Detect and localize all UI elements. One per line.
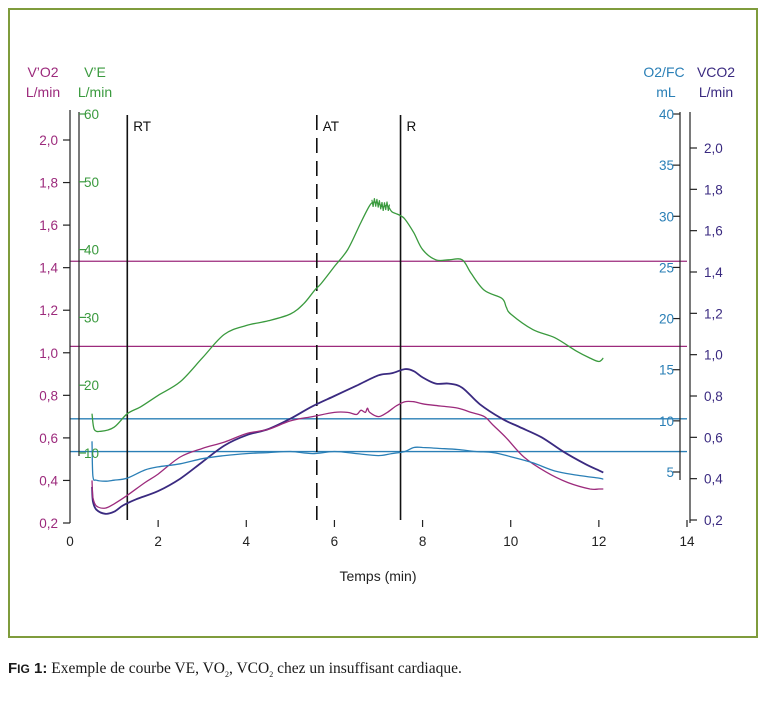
ve-ticks: 10 20 30 40 50 60 bbox=[79, 107, 99, 461]
chart: RT AT R 0,2 0,4 0,6 0,8 1,0 1,2 1,4 1,6 1,8 2,0 10 2… bbox=[26, 64, 735, 584]
o2fc-axis-title-1: O2/FC bbox=[643, 64, 684, 80]
series-line-vo2 bbox=[91, 400, 604, 509]
vco2-tick-label: 1,0 bbox=[704, 348, 723, 363]
ve-axis-title-1: V’E bbox=[84, 64, 106, 80]
series-layer bbox=[91, 198, 604, 515]
vco2-ticks: 0,2 0,4 0,6 0,8 1,0 1,2 1,4 1,6 1,8 2,0 bbox=[690, 141, 723, 528]
x-axis-title: Temps (min) bbox=[339, 568, 416, 584]
o2fc-tick-label: 20 bbox=[659, 312, 674, 327]
vco2-tick-label: 1,2 bbox=[704, 306, 723, 321]
vco2-tick-label: 0,8 bbox=[704, 389, 723, 404]
x-tick-label: 4 bbox=[243, 534, 251, 549]
vco2-tick-label: 0,2 bbox=[704, 513, 723, 528]
vo2-axis-title-2: L/min bbox=[26, 84, 60, 100]
o2fc-tick-label: 15 bbox=[659, 363, 674, 378]
x-tick-label: 6 bbox=[331, 534, 339, 549]
series-line-ve bbox=[91, 201, 604, 433]
x-tick-label: 12 bbox=[591, 534, 606, 549]
caption-sub-1: 2 bbox=[225, 670, 229, 680]
vco2-tick-label: 0,6 bbox=[704, 430, 723, 445]
vo2-tick-label: 0,6 bbox=[39, 431, 58, 446]
o2fc-ticks: 5 10 15 20 25 30 35 40 bbox=[659, 107, 680, 480]
vco2-axis-title-1: VCO2 bbox=[697, 64, 735, 80]
marker-label-rt: RT bbox=[133, 119, 151, 134]
x-tick-label: 0 bbox=[66, 534, 74, 549]
vco2-tick-label: 1,8 bbox=[704, 182, 723, 197]
caption-sub-2: 2 bbox=[269, 670, 274, 680]
x-tick-label: 10 bbox=[503, 534, 518, 549]
vco2-tick-label: 1,6 bbox=[704, 224, 723, 239]
o2fc-tick-label: 10 bbox=[659, 414, 674, 429]
series-line-o2fc bbox=[91, 441, 604, 482]
o2fc-tick-label: 5 bbox=[666, 465, 674, 480]
caption-text-2: , VCO bbox=[229, 660, 270, 677]
vo2-tick-label: 1,4 bbox=[39, 261, 58, 276]
hlines-layer bbox=[70, 260, 687, 453]
o2fc-tick-label: 35 bbox=[659, 158, 674, 173]
ve-tick-label: 60 bbox=[84, 107, 99, 122]
x-ticks: 0 2 4 6 8 10 12 14 bbox=[66, 520, 695, 549]
vo2-tick-label: 0,8 bbox=[39, 388, 58, 403]
vo2-tick-label: 1,2 bbox=[39, 303, 58, 318]
ve-tick-label: 20 bbox=[84, 378, 99, 393]
vco2-tick-label: 0,4 bbox=[704, 472, 723, 487]
markers-layer: RT AT R bbox=[126, 115, 417, 520]
vo2-axis-title-1: V’O2 bbox=[27, 64, 58, 80]
figure-caption: FIG 1: Exemple de courbe VE, VO2, VCO2 c… bbox=[8, 660, 462, 679]
ve-tick-label: 10 bbox=[84, 446, 99, 461]
fig-num: 1: bbox=[34, 660, 48, 677]
vo2-tick-label: 1,6 bbox=[39, 218, 58, 233]
marker-label-r: R bbox=[407, 119, 417, 134]
ve-axis-title-2: L/min bbox=[78, 84, 112, 100]
o2fc-tick-label: 30 bbox=[659, 209, 674, 224]
vo2-ticks: 0,2 0,4 0,6 0,8 1,0 1,2 1,4 1,6 1,8 2,0 bbox=[39, 133, 70, 531]
caption-text-1: Exemple de courbe VE, VO bbox=[51, 660, 225, 677]
series-peak-jitter bbox=[371, 198, 391, 212]
x-tick-label: 8 bbox=[419, 534, 427, 549]
fig-first-letter: F bbox=[8, 660, 18, 677]
vco2-tick-label: 1,4 bbox=[704, 265, 723, 280]
ve-tick-label: 40 bbox=[84, 243, 99, 258]
vo2-tick-label: 0,4 bbox=[39, 473, 58, 488]
o2fc-tick-label: 25 bbox=[659, 260, 674, 275]
x-tick-label: 14 bbox=[679, 534, 695, 549]
vo2-tick-label: 2,0 bbox=[39, 133, 58, 148]
vo2-tick-label: 1,0 bbox=[39, 346, 58, 361]
vco2-tick-label: 2,0 bbox=[704, 141, 723, 156]
vo2-tick-label: 1,8 bbox=[39, 176, 58, 191]
chart-frame bbox=[8, 8, 758, 638]
vo2-tick-label: 0,2 bbox=[39, 516, 58, 531]
ve-tick-label: 50 bbox=[84, 175, 99, 190]
x-tick-label: 2 bbox=[154, 534, 162, 549]
series-line-vco2 bbox=[91, 368, 604, 515]
o2fc-axis-title-2: mL bbox=[656, 84, 676, 100]
figure-number: FIG 1: bbox=[8, 660, 47, 677]
o2fc-tick-label: 40 bbox=[659, 107, 674, 122]
marker-label-at: AT bbox=[323, 119, 339, 134]
vco2-axis-title-2: L/min bbox=[699, 84, 733, 100]
caption-text-3: chez un insuffisant cardiaque. bbox=[273, 660, 462, 677]
fig-rest-letters: IG bbox=[17, 662, 30, 676]
ve-tick-label: 30 bbox=[84, 310, 99, 325]
